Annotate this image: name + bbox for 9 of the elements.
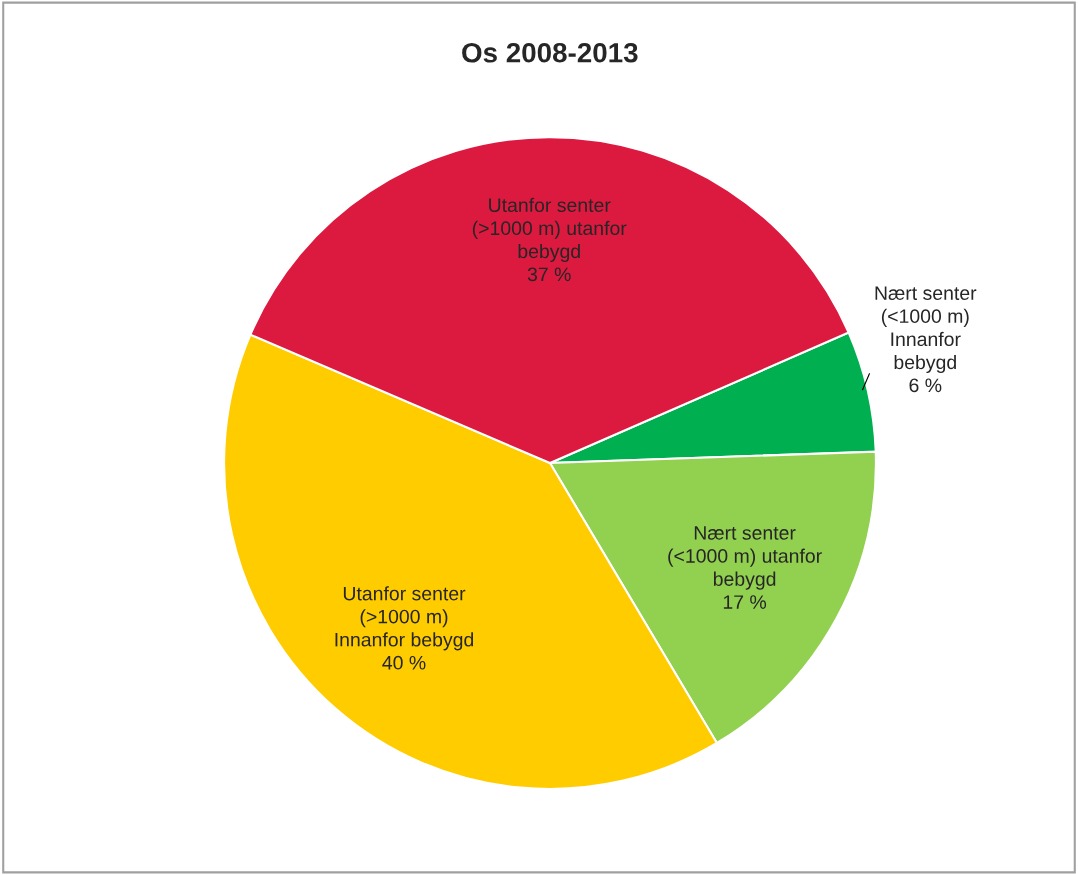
slice-label: Nært senter (<1000 m) Innanfor bebygd	[875, 286, 977, 374]
slice-label: Utanfor senter (>1000 m) Innanfor bebygd	[335, 586, 474, 651]
slice-label: Nært senter (<1000 m) utanfor bebygd	[668, 526, 822, 590]
data-label: 6 %	[909, 378, 942, 393]
data-label: 37 %	[527, 267, 571, 282]
slice-label: Utanfor senter (>1000 m) utanfor bebygd	[472, 197, 627, 263]
data-label: 40 %	[382, 655, 426, 670]
data-label: 17 %	[723, 595, 767, 609]
chart-title: Os 2008-2013	[462, 42, 638, 63]
